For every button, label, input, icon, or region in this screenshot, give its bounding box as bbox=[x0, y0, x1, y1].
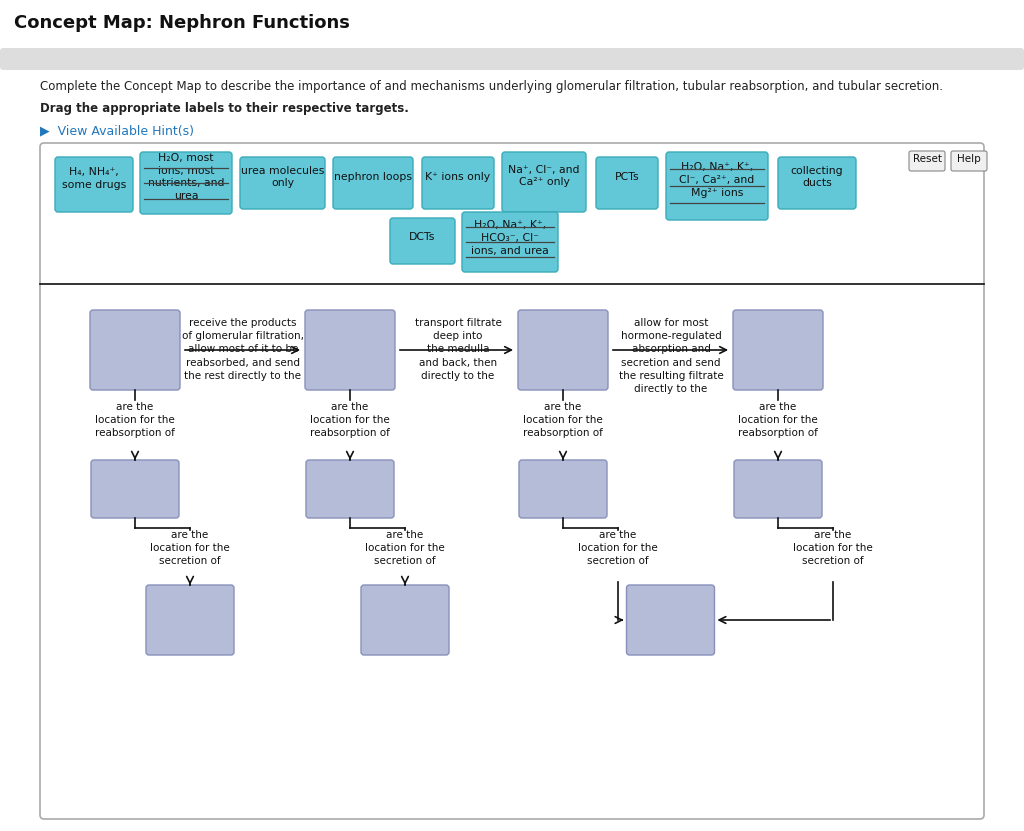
FancyBboxPatch shape bbox=[91, 460, 179, 518]
Text: Concept Map: Nephron Functions: Concept Map: Nephron Functions bbox=[14, 14, 350, 32]
Text: are the
location for the
reabsorption of: are the location for the reabsorption of bbox=[523, 402, 603, 439]
FancyBboxPatch shape bbox=[733, 310, 823, 390]
Text: Drag the appropriate labels to their respective targets.: Drag the appropriate labels to their res… bbox=[40, 102, 409, 115]
Text: Reset: Reset bbox=[912, 154, 941, 164]
FancyBboxPatch shape bbox=[305, 310, 395, 390]
Text: are the
location for the
reabsorption of: are the location for the reabsorption of bbox=[310, 402, 390, 439]
FancyBboxPatch shape bbox=[40, 143, 984, 819]
Text: are the
location for the
secretion of: are the location for the secretion of bbox=[579, 530, 657, 567]
Text: ▶  View Available Hint(s): ▶ View Available Hint(s) bbox=[40, 124, 194, 137]
Text: PCTs: PCTs bbox=[614, 172, 639, 182]
Text: are the
location for the
secretion of: are the location for the secretion of bbox=[366, 530, 444, 567]
FancyBboxPatch shape bbox=[140, 152, 232, 214]
FancyBboxPatch shape bbox=[462, 212, 558, 272]
Text: allow for most
hormone-regulated
absorption and
secretion and send
the resulting: allow for most hormone-regulated absorpt… bbox=[618, 318, 723, 394]
FancyBboxPatch shape bbox=[627, 585, 715, 655]
FancyBboxPatch shape bbox=[502, 152, 586, 212]
Text: Complete the Concept Map to describe the importance of and mechanisms underlying: Complete the Concept Map to describe the… bbox=[40, 80, 943, 93]
FancyBboxPatch shape bbox=[666, 152, 768, 220]
Text: H₄, NH₄⁺,
some drugs: H₄, NH₄⁺, some drugs bbox=[61, 167, 126, 190]
Text: are the
location for the
secretion of: are the location for the secretion of bbox=[151, 530, 229, 567]
FancyBboxPatch shape bbox=[361, 585, 449, 655]
FancyBboxPatch shape bbox=[734, 460, 822, 518]
Text: Help: Help bbox=[957, 154, 981, 164]
FancyBboxPatch shape bbox=[306, 460, 394, 518]
FancyBboxPatch shape bbox=[778, 157, 856, 209]
FancyBboxPatch shape bbox=[909, 151, 945, 171]
Text: transport filtrate
deep into
the medulla
and back, then
directly to the: transport filtrate deep into the medulla… bbox=[415, 318, 502, 381]
FancyBboxPatch shape bbox=[422, 157, 494, 209]
Text: receive the products
of glomerular filtration,
allow most of it to be
reabsorbed: receive the products of glomerular filtr… bbox=[182, 318, 304, 381]
FancyBboxPatch shape bbox=[0, 70, 1024, 831]
FancyBboxPatch shape bbox=[390, 218, 455, 264]
Text: K⁺ ions only: K⁺ ions only bbox=[425, 172, 490, 182]
FancyBboxPatch shape bbox=[55, 157, 133, 212]
FancyBboxPatch shape bbox=[0, 0, 1024, 48]
Text: collecting
ducts: collecting ducts bbox=[791, 165, 844, 189]
Text: are the
location for the
secretion of: are the location for the secretion of bbox=[794, 530, 872, 567]
FancyBboxPatch shape bbox=[519, 460, 607, 518]
FancyBboxPatch shape bbox=[333, 157, 413, 209]
Text: nephron loops: nephron loops bbox=[334, 172, 412, 182]
FancyBboxPatch shape bbox=[146, 585, 234, 655]
Text: DCTs: DCTs bbox=[410, 232, 435, 242]
Text: H₂O, Na⁺, K⁺,
HCO₃⁻, Cl⁻
ions, and urea: H₂O, Na⁺, K⁺, HCO₃⁻, Cl⁻ ions, and urea bbox=[471, 220, 549, 256]
Text: are the
location for the
reabsorption of: are the location for the reabsorption of bbox=[95, 402, 175, 439]
FancyBboxPatch shape bbox=[90, 310, 180, 390]
Text: H₂O, most
ions, most
nutrients, and
urea: H₂O, most ions, most nutrients, and urea bbox=[147, 153, 224, 201]
Text: urea molecules
only: urea molecules only bbox=[241, 165, 325, 189]
Text: Na⁺, Cl⁻, and
Ca²⁺ only: Na⁺, Cl⁻, and Ca²⁺ only bbox=[508, 165, 580, 188]
Text: are the
location for the
reabsorption of: are the location for the reabsorption of bbox=[738, 402, 818, 439]
FancyBboxPatch shape bbox=[596, 157, 658, 209]
Text: H₂O, Na⁺, K⁺,
Cl⁻, Ca²⁺, and
Mg²⁺ ions: H₂O, Na⁺, K⁺, Cl⁻, Ca²⁺, and Mg²⁺ ions bbox=[679, 162, 755, 198]
FancyBboxPatch shape bbox=[518, 310, 608, 390]
FancyBboxPatch shape bbox=[240, 157, 325, 209]
FancyBboxPatch shape bbox=[951, 151, 987, 171]
FancyBboxPatch shape bbox=[0, 48, 1024, 70]
